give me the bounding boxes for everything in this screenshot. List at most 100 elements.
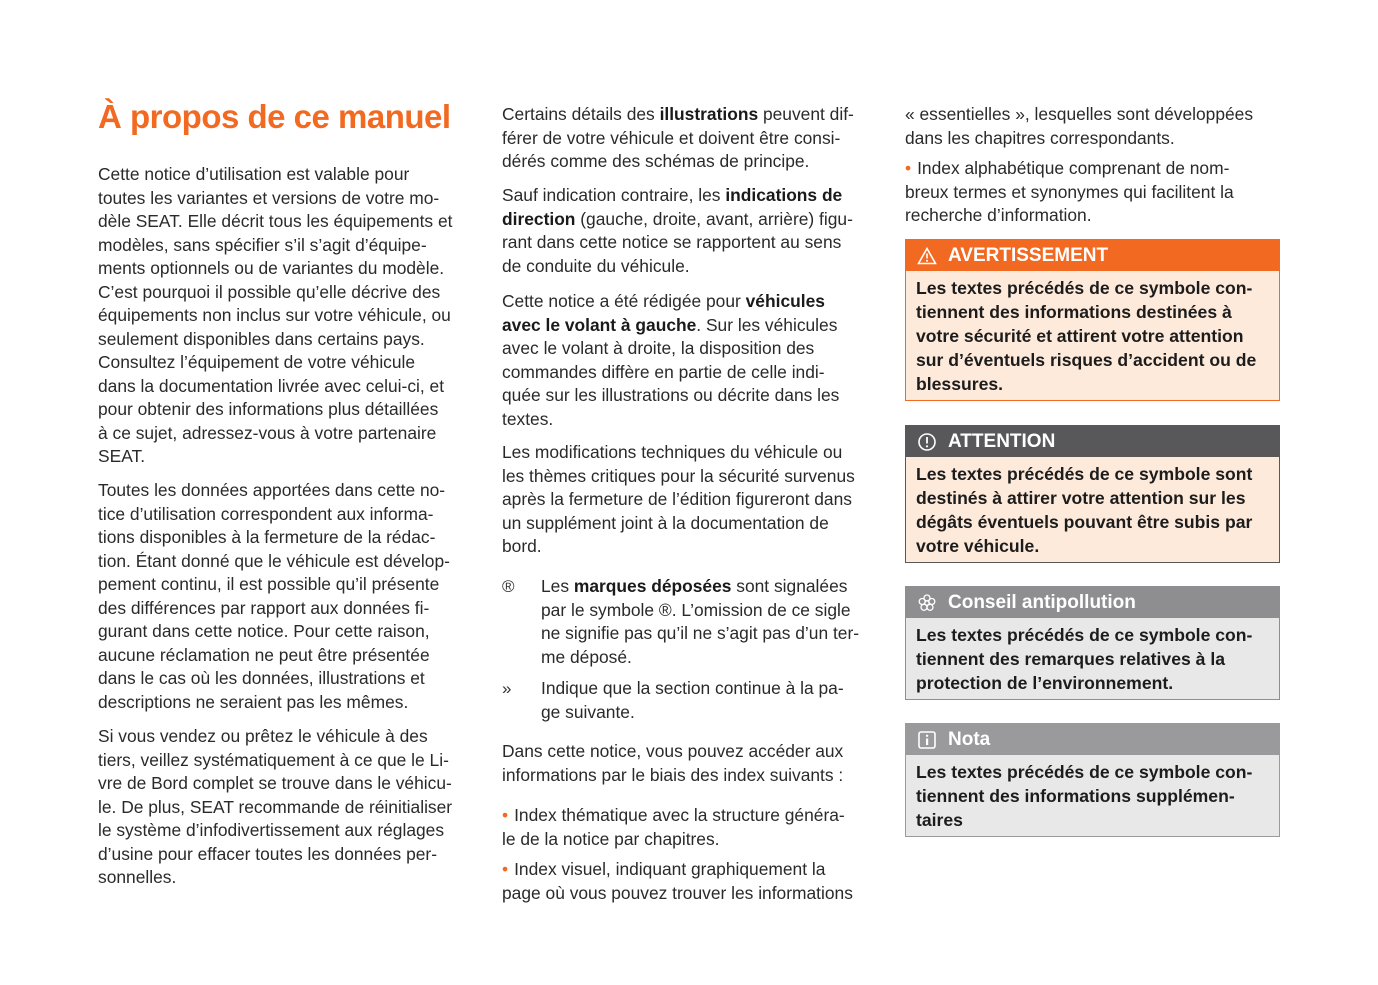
text-line: gurant dans cette notice. Pour cette rai… [98, 621, 430, 641]
text-line: par le symbole ®. L’omission de ce sigle [541, 599, 851, 620]
text-line: ne signifie pas qu’il ne s’agit pas d’un… [541, 623, 860, 643]
exclamation-circle-icon [916, 431, 938, 453]
bullet-icon: • [502, 805, 509, 825]
text-line: me déposé. [541, 646, 632, 667]
text-line: destinés à attirer votre attention sur l… [916, 488, 1246, 508]
text-line: C’est pourquoi il possible qu’elle décri… [98, 281, 441, 302]
paragraph: Dans cette notice, vous pouvez accéder a… [502, 740, 843, 787]
text-line: « essentielles », lesquelles sont dévelo… [905, 104, 1254, 124]
flower-icon [916, 592, 938, 614]
text-line: • Index visuel, indiquant graphiquement l… [502, 859, 826, 879]
paragraph: Sauf indication contraire, les indicatio… [502, 184, 853, 278]
text-line: Les textes précédés de ce symbole sont [916, 464, 1253, 484]
text-line: Les textes précédés de ce symbole con- [916, 762, 1253, 782]
box-header: ATTENTION [906, 426, 1279, 457]
text-line: direction (gauche, droite, avant, arrièr… [502, 208, 853, 229]
text-line: dans les chapitres correspondants. [905, 127, 1175, 148]
note-box: Nota Les textes précédés de ce symbole co… [905, 723, 1280, 837]
text-line: tiennent des informations supplémen- [916, 786, 1235, 806]
page-title: À propos de ce manuel [98, 98, 451, 135]
warning-box: AVERTISSEMENT Les textes précédés de ce s… [905, 239, 1280, 401]
text-line: les thèmes critiques pour la sécurité su… [502, 465, 855, 486]
text-line: sonnelles. [98, 867, 177, 887]
environment-tip-box: Conseil antipollution Les textes précédés… [905, 586, 1280, 700]
text-line: tion. Étant donné que le véhicule est dé… [98, 550, 450, 571]
text-line: textes. [502, 408, 554, 429]
text-line: Si vous vendez ou prêtez le véhicule à d… [98, 726, 428, 746]
paragraph: Cette notice d’utilisation est valable p… [98, 163, 452, 469]
text-line: après la fermeture de l’édition figurero… [502, 489, 852, 509]
text-line: descriptions ne seraient pas les mêmes. [98, 691, 409, 712]
text-line: tice d’utilisation correspondent aux inf… [98, 503, 434, 524]
text-line: seulement disponibles dans certains pays… [98, 328, 425, 349]
text-line: • Index alphabétique comprenant de nom- [905, 158, 1230, 178]
text-line: Les modifications techniques du véhicule… [502, 442, 843, 462]
text-line: quée sur les illustrations ou décrite da… [502, 385, 840, 405]
box-title: AVERTISSEMENT [948, 244, 1109, 266]
paragraph: Si vous vendez ou prêtez le véhicule à d… [98, 725, 452, 890]
info-icon [916, 729, 938, 751]
symbol-legend-item: Indique que la section continue à la pa-… [541, 677, 844, 724]
text-line: • Index thématique avec la structure géné… [502, 805, 845, 825]
symbol-legend-item: Les marques déposées sont signalées par l… [541, 575, 859, 669]
text-line: toutes les variantes et versions de votr… [98, 187, 440, 208]
text-line: pour obtenir des informations plus détai… [98, 399, 439, 419]
text-line: votre sécurité et attirent votre attenti… [916, 326, 1244, 346]
bullet-icon: • [502, 859, 509, 879]
text-line: ge suivante. [541, 701, 635, 722]
text-line: Les textes précédés de ce symbole con- [916, 625, 1253, 645]
warning-triangle-icon [916, 245, 938, 267]
text-line: page où vous pouvez trouver les informat… [502, 882, 853, 903]
paragraph: Toutes les données apportées dans cette … [98, 479, 450, 714]
text-line: Les marques déposées sont signalées [541, 576, 848, 596]
list-item: • Index thématique avec la structure géné… [502, 804, 845, 851]
paragraph: Les modifications techniques du véhicule… [502, 441, 855, 559]
text-line: Sauf indication contraire, les indicatio… [502, 185, 843, 205]
text-line: SEAT. [98, 446, 146, 466]
text-line: férer de votre véhicule et doivent être … [502, 127, 841, 148]
text-line: informations par le biais des index suiv… [502, 764, 844, 785]
text-line: le. De plus, SEAT recommande de réinitia… [98, 796, 453, 817]
text-line: pement continu, il est possible qu’il pr… [98, 574, 440, 594]
text-line: blessures. [916, 374, 1004, 394]
text-line: vre de Bord complet se trouve dans le vé… [98, 773, 452, 793]
text-line: tiennent des remarques relatives à la [916, 649, 1226, 669]
text-line: un supplément joint à la documentation d… [502, 512, 829, 533]
text-line: Indique que la section continue à la pa- [541, 678, 844, 698]
text-line: bord. [502, 536, 542, 556]
paragraph: Certains détails des illustrations peuve… [502, 103, 854, 174]
attention-box: ATTENTION Les textes précédés de ce symbo… [905, 425, 1280, 563]
text-line: des différences par rapport aux données … [98, 597, 430, 618]
box-body: Les textes précédés de ce symbole con-ti… [906, 271, 1279, 400]
text-line: équipements non inclus sur votre véhicul… [98, 305, 451, 325]
text-line: modèles, sans spécifier s’il s’agit d’éq… [98, 234, 427, 255]
text-line: ments optionnels ou de variantes du modè… [98, 258, 445, 278]
text-line: Consultez l’équipement de votre véhicule [98, 352, 416, 372]
box-body: Les textes précédés de ce symbole con-ti… [906, 618, 1279, 699]
box-header: Conseil antipollution [906, 587, 1279, 618]
text-line: taires [916, 810, 963, 830]
text-line: Dans cette notice, vous pouvez accéder a… [502, 741, 844, 761]
text-line: recherche d’information. [905, 205, 1092, 225]
text-line: protection de l’environnement. [916, 673, 1174, 693]
text-line: le de la notice par chapitres. [502, 828, 720, 849]
box-body: Les textes précédés de ce symbole sont de… [906, 457, 1279, 562]
text-line: commandes diffère en partie de celle ind… [502, 361, 825, 382]
text-line: de conduite du véhicule. [502, 255, 690, 276]
text-line: le système d’infodivertissement aux régl… [98, 820, 445, 840]
box-title: Conseil antipollution [948, 591, 1136, 613]
text-line: dèle SEAT. Elle décrit tous les équipeme… [98, 211, 453, 231]
text-line: tiers, veillez systématiquement à ce que… [98, 749, 449, 770]
box-title: Nota [948, 728, 991, 750]
text-line: avec le volant à gauche. Sur les véhicul… [502, 314, 838, 335]
bullet-icon: • [905, 158, 912, 178]
text-line: Cette notice a été rédigée pour véhicule… [502, 291, 825, 311]
text-line: dans la documentation livrée avec celui-… [98, 375, 445, 396]
text-line: Toutes les données apportées dans cette … [98, 480, 446, 500]
text-line: sur d’éventuels risques d’accident ou de [916, 350, 1257, 370]
paragraph: Cette notice a été rédigée pour véhicule… [502, 290, 839, 431]
box-header: AVERTISSEMENT [906, 240, 1279, 271]
registered-symbol-icon: ® [502, 577, 515, 596]
list-item: • Index alphabétique comprenant de nom-br… [905, 157, 1234, 228]
text-line: Certains détails des illustrations peuve… [502, 104, 854, 124]
